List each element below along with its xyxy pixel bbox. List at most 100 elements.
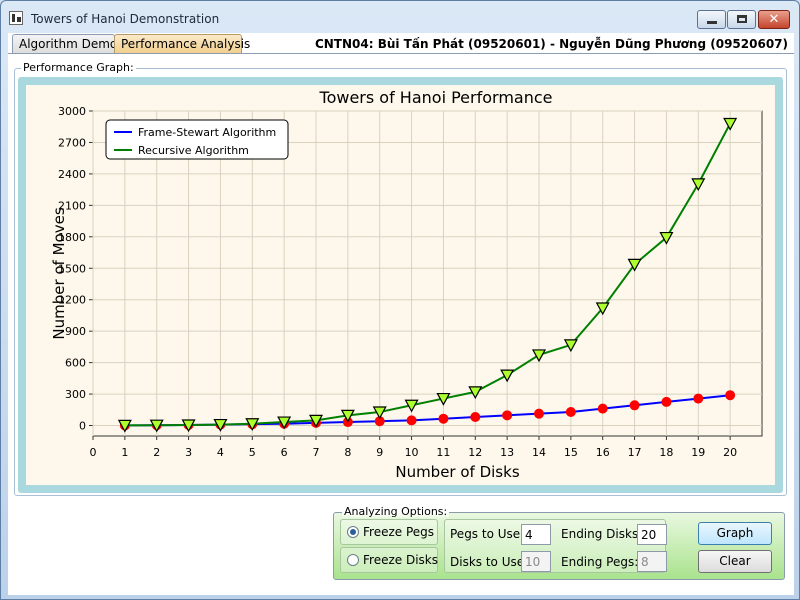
y-tick-label: 600 <box>65 357 86 370</box>
chart-title: Towers of Hanoi Performance <box>319 88 553 107</box>
radio-selected-dot <box>350 529 356 535</box>
ending-disks-input[interactable] <box>637 524 667 545</box>
disks-to-use-label: Disks to Use: <box>450 555 529 569</box>
series-line-2 <box>124 123 732 427</box>
freeze-pegs-option[interactable]: Freeze Pegs <box>340 519 438 545</box>
x-tick-label: 15 <box>564 446 578 459</box>
analyzing-options-group: Analyzing Options: Freeze Pegs Freeze Di… <box>333 505 785 580</box>
x-tick-label: 14 <box>532 446 546 459</box>
x-tick-label: 4 <box>217 446 224 459</box>
pegs-to-use-input[interactable] <box>521 524 551 545</box>
window-title: Towers of Hanoi Demonstration <box>31 12 220 26</box>
data-point <box>563 339 578 353</box>
pegs-to-use-label: Pegs to Use: <box>450 527 525 541</box>
y-axis-label: Number of Moves <box>50 207 68 339</box>
legend-entry: Frame-Stewart Algorithm <box>138 126 276 139</box>
x-tick-label: 6 <box>281 446 288 459</box>
y-tick-label: 2400 <box>58 168 86 181</box>
freeze-pegs-radio[interactable] <box>347 526 359 538</box>
x-tick-label: 8 <box>344 446 351 459</box>
freeze-pegs-label: Freeze Pegs <box>363 525 435 539</box>
data-point <box>149 419 164 433</box>
performance-graph-label: Performance Graph: <box>21 61 136 74</box>
y-tick-label: 2100 <box>58 199 86 212</box>
maximize-button[interactable] <box>727 10 756 29</box>
tab-strip: Algorithm Demo Performance Analysis CNTN… <box>8 33 794 54</box>
close-icon: ✕ <box>768 12 780 27</box>
data-point <box>723 117 738 131</box>
data-point <box>404 399 419 413</box>
data-point <box>340 409 355 423</box>
y-tick-label: 1200 <box>58 294 86 307</box>
plot-area <box>92 110 763 437</box>
data-point <box>691 178 706 192</box>
authors-label: CNTN04: Bùi Tấn Phát (09520601) - Nguyễn… <box>314 37 788 51</box>
app-icon[interactable] <box>9 11 23 25</box>
data-point <box>531 349 547 363</box>
y-tick-label: 1800 <box>58 231 86 244</box>
x-tick-label: 13 <box>500 446 514 459</box>
close-button[interactable]: ✕ <box>758 10 790 29</box>
data-point <box>693 393 704 404</box>
data-point <box>436 392 451 406</box>
data-point <box>245 418 260 431</box>
x-tick-label: 18 <box>659 446 673 459</box>
data-point <box>659 231 674 245</box>
legend: Frame-Stewart Algorithm Recursive Algorit… <box>105 119 289 160</box>
x-tick-label: 3 <box>185 446 192 459</box>
x-tick-label: 17 <box>628 446 642 459</box>
x-tick-label: 16 <box>596 446 610 459</box>
y-tick-label: 300 <box>65 388 86 401</box>
title-bar[interactable]: Towers of Hanoi Demonstration ✕ <box>1 1 799 33</box>
maximize-icon <box>737 15 747 23</box>
tab-algorithm-demo[interactable]: Algorithm Demo <box>12 34 117 54</box>
data-point <box>277 416 292 430</box>
x-tick-label: 19 <box>691 446 705 459</box>
y-tick-label: 2700 <box>58 136 86 149</box>
x-tick-label: 7 <box>313 446 320 459</box>
performance-chart: Towers of Hanoi Performance 0 300 600 900 120… <box>26 85 775 485</box>
freeze-disks-option[interactable]: Freeze Disks <box>340 547 438 573</box>
minimize-button[interactable] <box>697 10 726 29</box>
x-tick-label: 5 <box>249 446 256 459</box>
ending-disks-label: Ending Disks: <box>561 527 643 541</box>
options-inputs-box: Pegs to Use: Ending Disks: Disks to Use:… <box>444 519 667 573</box>
data-point <box>534 408 544 419</box>
clear-button[interactable]: Clear <box>698 550 772 573</box>
data-point <box>597 403 608 414</box>
x-tick-label: 1 <box>121 446 128 459</box>
tab-performance-analysis[interactable]: Performance Analysis <box>114 34 250 54</box>
window-content: Algorithm Demo Performance Analysis CNTN… <box>8 33 794 595</box>
x-tick-label: 0 <box>90 446 97 459</box>
data-point <box>629 400 640 411</box>
data-point <box>372 406 387 420</box>
ending-pegs-input[interactable] <box>637 551 667 572</box>
data-point <box>500 369 515 383</box>
ending-pegs-label: Ending Pegs: <box>561 555 639 569</box>
minimize-icon <box>707 21 717 24</box>
graph-button[interactable]: Graph <box>698 522 772 545</box>
data-point <box>181 419 196 433</box>
y-tick-label: 1500 <box>58 262 86 275</box>
freeze-disks-radio[interactable] <box>347 554 359 566</box>
y-tick-label: 3000 <box>58 105 86 118</box>
x-tick-label: 2 <box>153 446 160 459</box>
x-tick-label: 11 <box>436 446 450 459</box>
performance-analysis-panel: Performance Graph: Towers of Hanoi Perfo… <box>8 53 794 595</box>
data-point <box>468 386 483 400</box>
y-tick-label: 900 <box>65 325 86 338</box>
x-axis-label: Number of Disks <box>395 463 519 481</box>
analyzing-options-label: Analyzing Options: <box>342 505 450 518</box>
data-point <box>627 258 642 272</box>
chart-frame: Towers of Hanoi Performance 0 300 600 900 120… <box>18 77 783 493</box>
data-point <box>438 413 449 424</box>
legend-entry: Recursive Algorithm <box>138 144 249 157</box>
legend-box <box>105 119 289 160</box>
disks-to-use-input[interactable] <box>521 551 551 572</box>
data-point <box>595 302 610 316</box>
data-point <box>308 414 324 428</box>
performance-graph-group: Performance Graph: Towers of Hanoi Perfo… <box>14 61 787 496</box>
data-point <box>117 419 132 433</box>
data-point <box>565 406 576 417</box>
